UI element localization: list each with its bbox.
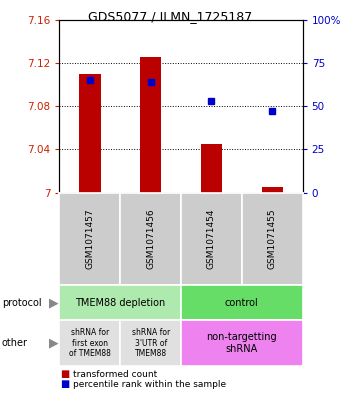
Text: transformed count: transformed count (73, 370, 157, 378)
Text: GSM1071456: GSM1071456 (146, 208, 155, 269)
Text: shRNA for
first exon
of TMEM88: shRNA for first exon of TMEM88 (69, 329, 111, 358)
Text: shRNA for
3'UTR of
TMEM88: shRNA for 3'UTR of TMEM88 (132, 329, 170, 358)
Bar (201, 144, 222, 193)
Bar (261, 187, 283, 193)
Text: other: other (2, 338, 28, 348)
Text: control: control (225, 298, 259, 308)
Text: TMEM88 depletion: TMEM88 depletion (75, 298, 165, 308)
Text: GSM1071455: GSM1071455 (268, 208, 277, 269)
Text: GSM1071457: GSM1071457 (85, 208, 95, 269)
Text: GSM1071454: GSM1071454 (207, 209, 216, 269)
Text: ▶: ▶ (49, 337, 58, 350)
Bar (79, 73, 101, 193)
Text: ■: ■ (61, 369, 70, 379)
Text: protocol: protocol (2, 298, 41, 308)
Text: GDS5077 / ILMN_1725187: GDS5077 / ILMN_1725187 (88, 10, 252, 23)
Bar (140, 57, 161, 193)
Text: ▶: ▶ (49, 296, 58, 309)
Text: percentile rank within the sample: percentile rank within the sample (73, 380, 226, 389)
Text: non-targetting
shRNA: non-targetting shRNA (206, 332, 277, 354)
Text: ■: ■ (61, 379, 70, 389)
